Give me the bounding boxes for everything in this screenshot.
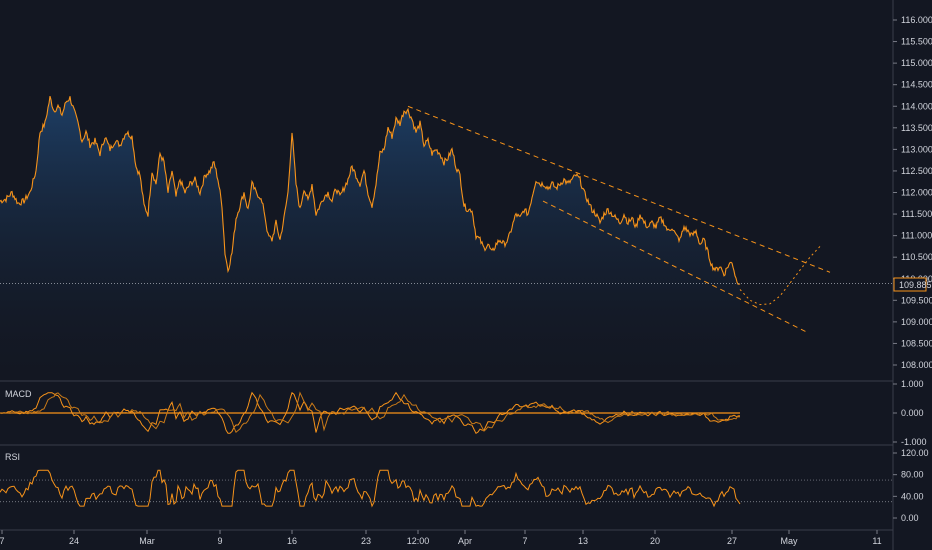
time-tick-label: 27 [727, 536, 737, 546]
price-tick-label: 114.000 [901, 101, 932, 111]
price-tick-label: 114.500 [901, 80, 932, 90]
price-tick-label: 116.000 [901, 15, 932, 25]
macd-title: MACD [5, 389, 32, 399]
rsi-tick-label: 0.00 [901, 513, 919, 523]
last-price-badge: 109.885 [893, 277, 932, 292]
price-line [0, 95, 741, 285]
trend-lines[interactable] [407, 105, 831, 334]
trend-line-channel-lower[interactable] [542, 200, 809, 334]
price-area-fill [0, 96, 740, 375]
price-tick-label: 111.500 [901, 209, 932, 219]
time-tick-label: 16 [287, 536, 297, 546]
price-tick-label: 113.000 [901, 144, 932, 154]
rsi-tick-label: 80.00 [901, 470, 924, 480]
time-tick-label: 20 [650, 536, 660, 546]
macd-signal-line [0, 391, 741, 434]
macd-axis: 1.000 0.000 -1.000 [893, 379, 927, 447]
price-tick-label: 112.000 [901, 188, 932, 198]
price-tick-label: 108.000 [901, 360, 932, 370]
time-tick-label: 9 [217, 536, 222, 546]
time-tick-label: 11 [872, 536, 881, 546]
price-tick-label: 113.500 [901, 123, 932, 133]
rsi-levels [0, 479, 893, 503]
price-tick-label: 109.500 [901, 295, 932, 305]
time-tick-label: 12:00 [407, 536, 430, 546]
price-tick-label: 108.500 [901, 338, 932, 348]
price-tick-label: 110.500 [901, 252, 932, 262]
last-price-label: 109.885 [899, 280, 932, 290]
time-tick-label: 23 [361, 536, 371, 546]
time-tick-label: 7 [0, 536, 5, 546]
price-tick-label: 109.000 [901, 317, 932, 327]
trend-line-projection[interactable] [739, 246, 821, 306]
time-tick-label: 13 [578, 536, 588, 546]
time-tick-label: 24 [69, 536, 79, 546]
time-tick-label: Apr [458, 536, 472, 546]
time-axis[interactable]: 7 24 Mar 9 16 23 12:00 Apr 7 13 20 27 May 11 [0, 530, 882, 546]
rsi-axis: 120.00 80.00 40.00 0.00 [893, 448, 929, 523]
time-tick-label: 7 [522, 536, 527, 546]
price-tick-label: 115.000 [901, 58, 932, 68]
price-series-line [0, 95, 741, 285]
price-tick-label: 112.500 [901, 166, 932, 176]
price-pane[interactable] [0, 95, 893, 375]
rsi-series-line [0, 469, 741, 508]
rsi-line [0, 469, 741, 508]
time-tick-label: May [780, 536, 798, 546]
price-tick-label: 111.000 [901, 231, 932, 241]
trend-line-channel-upper[interactable] [407, 105, 831, 273]
macd-pane[interactable]: MACD 1.000 0.000 -1.000 [0, 379, 927, 447]
price-tick-label: 115.500 [901, 37, 932, 47]
rsi-tick-label: 120.00 [901, 448, 929, 458]
price-area [0, 96, 740, 375]
time-tick-label: Mar [139, 536, 155, 546]
macd-tick-label: 0.000 [901, 408, 924, 418]
macd-tick-label: 1.000 [901, 379, 924, 389]
rsi-pane[interactable]: RSI 120.00 80.00 40.00 0.00 [0, 448, 929, 523]
macd-tick-label: -1.000 [901, 437, 927, 447]
rsi-title: RSI [5, 452, 20, 462]
price-axis[interactable]: 116.000 115.500 115.000 114.500 114.000 113.5… [893, 15, 932, 370]
macd-lines [0, 391, 741, 435]
rsi-tick-label: 40.00 [901, 491, 924, 501]
macd-line [0, 391, 740, 435]
